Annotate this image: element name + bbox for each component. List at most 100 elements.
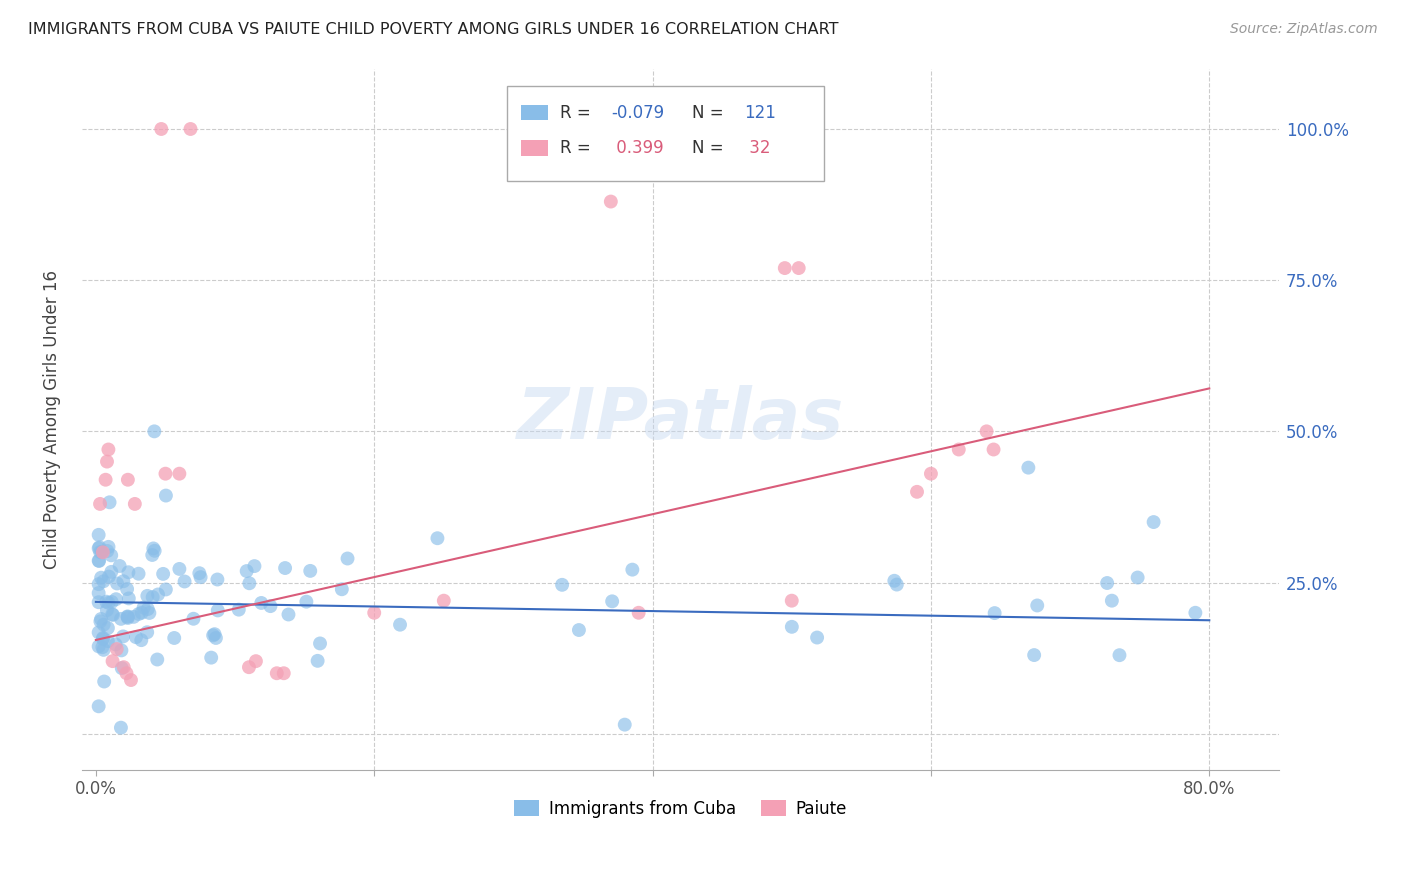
Point xyxy=(101,654,124,668)
Point xyxy=(96,544,118,558)
Point xyxy=(136,602,159,616)
Point xyxy=(89,540,111,554)
Bar xyxy=(522,105,547,120)
Point xyxy=(277,607,299,622)
Y-axis label: Child Poverty Among Girls Under 16: Child Poverty Among Girls Under 16 xyxy=(44,269,60,569)
Point xyxy=(330,582,353,597)
Point xyxy=(91,631,114,645)
Point xyxy=(976,425,998,439)
Point xyxy=(142,590,165,604)
Point xyxy=(141,548,163,562)
Point xyxy=(100,549,122,563)
Point xyxy=(1142,515,1164,529)
Point xyxy=(568,623,591,637)
Point xyxy=(117,609,139,624)
Point xyxy=(200,650,222,665)
Point xyxy=(94,473,117,487)
Point xyxy=(309,636,332,650)
Point xyxy=(97,621,120,635)
Point xyxy=(228,602,250,616)
Point xyxy=(143,425,166,439)
Point xyxy=(600,594,623,608)
Point xyxy=(90,612,112,626)
Point xyxy=(205,631,228,645)
Point xyxy=(780,620,803,634)
Point xyxy=(307,654,329,668)
Point xyxy=(773,261,796,276)
Point xyxy=(128,566,150,581)
Point xyxy=(97,634,120,648)
Point xyxy=(115,666,138,681)
Legend: Immigrants from Cuba, Paiute: Immigrants from Cuba, Paiute xyxy=(508,794,853,825)
Point xyxy=(132,600,155,615)
Point xyxy=(112,660,135,674)
Text: 0.399: 0.399 xyxy=(612,139,664,157)
Point xyxy=(190,570,212,584)
Point xyxy=(1184,606,1206,620)
Point xyxy=(155,489,177,503)
Point xyxy=(787,261,810,276)
Point xyxy=(136,625,159,640)
Point xyxy=(110,643,132,657)
Point xyxy=(204,627,226,641)
Text: N =: N = xyxy=(692,103,730,121)
Point xyxy=(188,566,211,581)
Point xyxy=(183,612,205,626)
Text: N =: N = xyxy=(692,139,730,157)
Text: ZIPatlas: ZIPatlas xyxy=(517,384,844,454)
Point xyxy=(235,564,257,578)
Point xyxy=(105,642,128,657)
Point xyxy=(883,574,905,588)
Point xyxy=(250,596,273,610)
Text: R =: R = xyxy=(560,139,596,157)
Point xyxy=(111,661,134,675)
Point xyxy=(87,699,110,714)
Point xyxy=(122,610,145,624)
Point xyxy=(93,574,115,589)
Point xyxy=(238,660,260,674)
Point xyxy=(143,543,166,558)
Point xyxy=(100,595,122,609)
Point xyxy=(104,637,127,651)
Point xyxy=(627,606,650,620)
Point xyxy=(87,586,110,600)
Point xyxy=(1017,460,1039,475)
Point xyxy=(1101,593,1123,607)
Point xyxy=(621,563,644,577)
Point xyxy=(97,442,120,457)
Point xyxy=(93,643,115,657)
Point xyxy=(363,606,385,620)
Point xyxy=(96,595,118,609)
Point xyxy=(93,674,115,689)
Point xyxy=(336,551,359,566)
Point xyxy=(87,554,110,568)
Point xyxy=(87,528,110,542)
Point xyxy=(202,628,225,642)
Text: Source: ZipAtlas.com: Source: ZipAtlas.com xyxy=(1230,22,1378,37)
Point xyxy=(169,562,191,576)
Point xyxy=(98,495,121,509)
Point xyxy=(1024,648,1046,662)
Point xyxy=(1026,599,1049,613)
Text: 121: 121 xyxy=(744,103,776,121)
Point xyxy=(89,545,111,559)
Point xyxy=(273,666,295,681)
Point xyxy=(89,497,111,511)
Point xyxy=(118,591,141,606)
Point xyxy=(142,541,165,556)
Point xyxy=(207,573,229,587)
Point xyxy=(110,721,132,735)
Point xyxy=(274,561,297,575)
Point xyxy=(1108,648,1130,663)
Point xyxy=(1126,570,1149,584)
Point xyxy=(87,595,110,609)
Point xyxy=(105,576,128,591)
Point xyxy=(97,596,120,610)
Point xyxy=(295,595,318,609)
Point xyxy=(117,566,139,580)
Point xyxy=(91,640,114,655)
Point xyxy=(112,629,135,643)
Point xyxy=(87,625,110,640)
Point xyxy=(89,615,111,629)
Point xyxy=(920,467,942,481)
